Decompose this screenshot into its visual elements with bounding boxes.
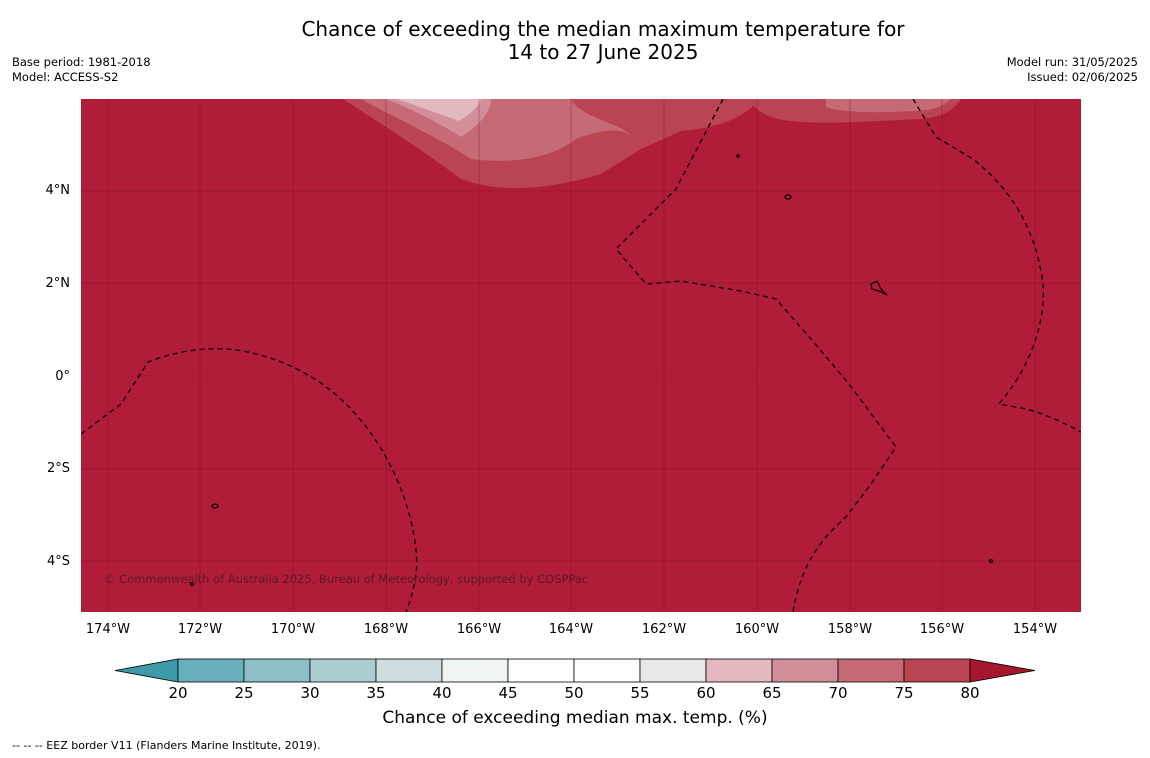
island: [736, 154, 740, 158]
colorbar-under-arrow: [114, 658, 179, 683]
lon-label: 156°W: [919, 622, 965, 637]
title-line-2: 14 to 27 June 2025: [507, 40, 699, 64]
colorbar-over-arrow: [969, 658, 1036, 683]
colorbar-segment: [639, 658, 707, 683]
colorbar-tick-label: 35: [366, 684, 386, 702]
colorbar-tick-label: 80: [960, 684, 980, 702]
contour-60-65: [396, 99, 481, 121]
map-canvas: [81, 99, 1081, 612]
graticule: [81, 99, 1081, 612]
meta-right: Model run: 31/05/2025 Issued: 02/06/2025: [1007, 55, 1138, 85]
lat-label-4n: 4°N: [45, 183, 71, 198]
colorbar-segment: [705, 658, 773, 683]
base-period: Base period: 1981-2018: [12, 55, 151, 69]
colorbar-segment: [903, 658, 971, 683]
colorbar-segment: [507, 658, 575, 683]
colorbar-tick-label: 30: [300, 684, 320, 702]
lon-label: 172°W: [177, 622, 223, 637]
title-line-1: Chance of exceeding the median maximum t…: [301, 17, 905, 41]
island: [211, 503, 219, 509]
lat-label-4s: 4°S: [46, 554, 70, 569]
colorbar-tick-label: 40: [432, 684, 452, 702]
colorbar-tick-label: 25: [234, 684, 254, 702]
lon-label: 168°W: [363, 622, 409, 637]
lon-label: 164°W: [548, 622, 594, 637]
issued-date: Issued: 02/06/2025: [1027, 70, 1138, 84]
lon-label: 174°W: [85, 622, 131, 637]
colorbar-tick-label: 60: [696, 684, 716, 702]
lon-label: 160°W: [734, 622, 780, 637]
colorbar-segment: [309, 658, 377, 683]
lon-label: 154°W: [1012, 622, 1058, 637]
island: [189, 581, 195, 587]
eez-footnote: -- -- -- EEZ border V11 (Flanders Marine…: [12, 739, 321, 752]
island: [870, 280, 888, 296]
colorbar-segment: [243, 658, 311, 683]
colorbar-title: Chance of exceeding median max. temp. (%…: [382, 708, 768, 728]
copyright-text: © Commonwealth of Australia 2025, Bureau…: [104, 572, 589, 586]
colorbar-tick-label: 55: [630, 684, 650, 702]
colorbar-segment: [375, 658, 443, 683]
colorbar-tick-label: 45: [498, 684, 518, 702]
colorbar-segment: [771, 658, 839, 683]
colorbar-tick-label: 70: [828, 684, 848, 702]
lon-label: 170°W: [270, 622, 316, 637]
map-area: © Commonwealth of Australia 2025, Bureau…: [81, 99, 1081, 612]
lon-label: 166°W: [456, 622, 502, 637]
eez-borders: [81, 99, 1081, 612]
lat-label-2n: 2°N: [45, 276, 71, 291]
meta-left: Base period: 1981-2018 Model: ACCESS-S2: [12, 55, 151, 85]
map-title: Chance of exceeding the median maximum t…: [0, 18, 1150, 64]
lat-label-2s: 2°S: [46, 461, 70, 476]
island: [988, 558, 994, 564]
island: [784, 194, 792, 200]
lat-label-0: 0°: [55, 369, 70, 384]
colorbar-tick-label: 65: [762, 684, 782, 702]
colorbar-segment: [177, 658, 245, 683]
colorbar-tick-label: 50: [564, 684, 584, 702]
islands: [189, 154, 994, 587]
colorbar-segment: [837, 658, 905, 683]
model-run: Model run: 31/05/2025: [1006, 55, 1138, 69]
colorbar-tick-label: 20: [168, 684, 188, 702]
lon-label: 162°W: [641, 622, 687, 637]
colorbar-segment: [441, 658, 509, 683]
colorbar-segment: [573, 658, 641, 683]
colorbar-tick-label: 75: [894, 684, 914, 702]
lon-label: 158°W: [827, 622, 873, 637]
model-name: Model: ACCESS-S2: [12, 70, 119, 84]
colorbar: [114, 658, 1036, 683]
